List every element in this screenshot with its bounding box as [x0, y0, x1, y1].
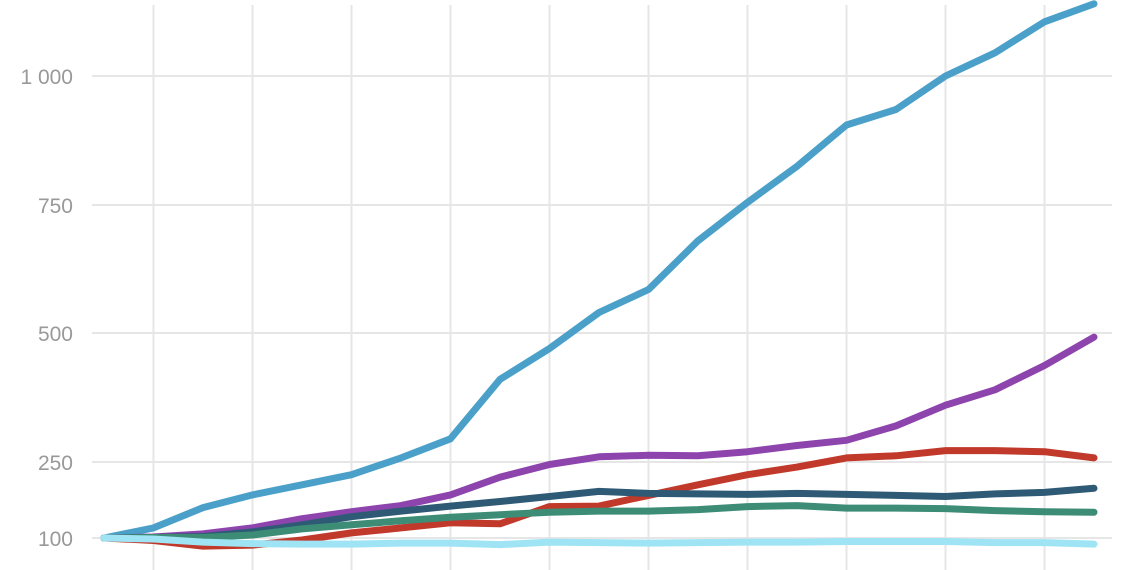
y-tick-label: 500	[38, 323, 73, 346]
y-tick-label: 250	[38, 452, 73, 475]
series-lines	[100, 0, 1098, 550]
series-line-1	[100, 0, 1098, 542]
y-tick-label: 1 000	[20, 66, 73, 89]
y-tick-label: 750	[38, 195, 73, 218]
gridlines	[92, 5, 1112, 570]
y-axis-labels: 100 250 500 750 1 000	[20, 66, 73, 551]
y-tick-label: 100	[38, 528, 73, 551]
series-line-5	[100, 502, 1098, 542]
series-line-6	[100, 534, 1098, 549]
series-line-2	[100, 333, 1098, 542]
